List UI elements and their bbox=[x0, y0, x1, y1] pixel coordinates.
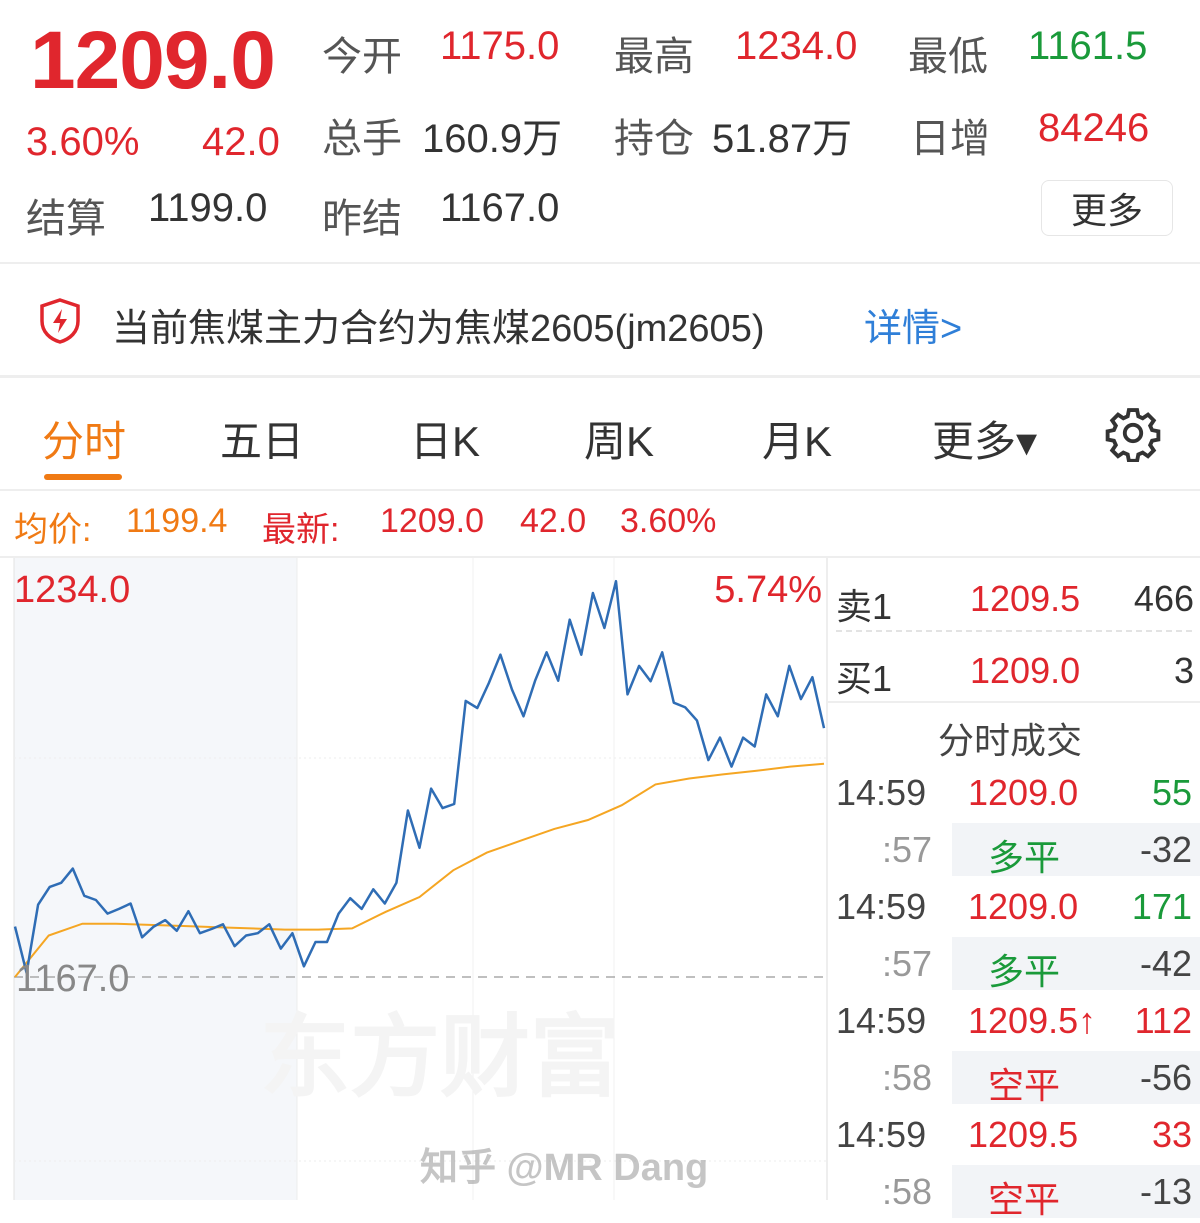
tab-monthly-k[interactable]: 月K bbox=[762, 418, 833, 465]
avg-price-line bbox=[14, 762, 825, 978]
trade-price: 多平 bbox=[988, 837, 1061, 878]
trades-title: 分时成交 bbox=[938, 720, 1083, 761]
trade-volume: 55 bbox=[1151, 772, 1192, 813]
trade-row: :57 多平 -42 bbox=[828, 935, 1200, 992]
last-price: 1209.0 bbox=[30, 15, 276, 106]
trade-row: 14:59 1209.0 55 bbox=[828, 764, 1200, 821]
trade-time: :57 bbox=[882, 829, 933, 870]
trade-time: 14:59 bbox=[836, 1114, 927, 1155]
bid-price: 1209.0 bbox=[970, 650, 1081, 691]
trade-price: 空平 bbox=[988, 1065, 1061, 1106]
trade-price: 多平 bbox=[988, 951, 1061, 992]
y-base-label: 1167.0 bbox=[16, 958, 129, 1000]
trade-row: 14:59 1209.0 171 bbox=[828, 878, 1200, 935]
chart-watermark: 东方财富 bbox=[260, 1008, 620, 1108]
trade-time: 14:59 bbox=[836, 886, 927, 927]
trade-row: :58 空平 -13 bbox=[828, 1163, 1200, 1220]
trade-price: 空平 bbox=[988, 1179, 1061, 1220]
latest-label: 最新: bbox=[262, 511, 340, 549]
settle-label: 结算 bbox=[26, 197, 106, 241]
oi-change-label: 日增 bbox=[910, 117, 990, 161]
bid-row[interactable]: 买1 1209.0 3 bbox=[828, 642, 1200, 699]
intraday-chart: 东方财富 1234.0 1167.0 5.74% bbox=[13, 558, 826, 1200]
change-value: 42.0 bbox=[202, 120, 280, 164]
pct-top-label: 5.74% bbox=[714, 569, 822, 611]
oi-change-value: 84246 bbox=[1038, 106, 1150, 150]
trade-volume: -32 bbox=[1139, 829, 1192, 870]
trade-price: 1209.0 bbox=[968, 772, 1079, 813]
price-line bbox=[13, 579, 826, 975]
notice-detail-link[interactable]: 详情> bbox=[864, 308, 963, 350]
latest-value: 1209.0 bbox=[380, 502, 484, 540]
trade-volume: -13 bbox=[1139, 1171, 1192, 1212]
trade-time: 14:59 bbox=[836, 1000, 927, 1041]
shield-lightning-icon bbox=[40, 298, 80, 344]
trade-volume: -42 bbox=[1139, 943, 1192, 984]
change-pct: 3.60% bbox=[26, 120, 140, 164]
trade-row: 14:59 1209.5↑ 112 bbox=[828, 992, 1200, 1049]
prev-settle-value: 1167.0 bbox=[440, 186, 560, 230]
trade-time: :58 bbox=[882, 1171, 933, 1212]
avg-price-value: 1199.4 bbox=[126, 502, 228, 540]
oi-label: 持仓 bbox=[614, 117, 694, 161]
settle-value: 1199.0 bbox=[148, 186, 268, 230]
tab-five-day[interactable]: 五日 bbox=[220, 418, 305, 465]
open-value: 1175.0 bbox=[440, 24, 560, 68]
more-button[interactable]: 更多 bbox=[1041, 180, 1173, 236]
trade-volume: 112 bbox=[1134, 1000, 1192, 1041]
ask-volume: 466 bbox=[1133, 578, 1194, 619]
prev-settle-label: 昨结 bbox=[322, 197, 402, 241]
trade-time: :58 bbox=[882, 1057, 933, 1098]
ask-price: 1209.5 bbox=[970, 578, 1081, 619]
zhihu-watermark: 知乎 @MR Dang bbox=[420, 1147, 709, 1189]
low-value: 1161.5 bbox=[1028, 24, 1148, 68]
latest-change-pct: 3.60% bbox=[620, 502, 717, 540]
trade-time: 14:59 bbox=[836, 772, 927, 813]
trade-volume: 33 bbox=[1151, 1114, 1192, 1155]
tab-more[interactable]: 更多▾ bbox=[932, 418, 1038, 465]
oi-value: 51.87万 bbox=[712, 117, 853, 161]
ask-row[interactable]: 卖1 1209.5 466 bbox=[828, 570, 1200, 627]
trade-price: 1209.5↑ bbox=[968, 1000, 1097, 1041]
latest-change: 42.0 bbox=[520, 502, 587, 540]
tab-intraday[interactable]: 分时 bbox=[42, 418, 127, 465]
trade-price: 1209.0 bbox=[968, 886, 1079, 927]
notice-text: 当前焦煤主力合约为焦煤2605(jm2605) bbox=[112, 308, 765, 350]
trade-time: :57 bbox=[882, 943, 933, 984]
trade-panel: 卖1 1209.5 466 买1 1209.0 3 分时成交 14:59 1209… bbox=[826, 558, 1200, 1220]
open-label: 今开 bbox=[322, 35, 402, 79]
active-tab-indicator bbox=[44, 474, 122, 480]
trade-price: 1209.5 bbox=[968, 1114, 1079, 1155]
high-value: 1234.0 bbox=[735, 24, 858, 68]
bid-label: 买1 bbox=[836, 658, 893, 699]
avg-price-label: 均价: bbox=[14, 511, 92, 549]
gear-icon[interactable] bbox=[1104, 404, 1162, 462]
trade-row: 14:59 1209.5 33 bbox=[828, 1106, 1200, 1163]
tab-daily-k[interactable]: 日K bbox=[410, 418, 481, 465]
tab-weekly-k[interactable]: 周K bbox=[584, 418, 655, 465]
main-contract-notice[interactable]: 当前焦煤主力合约为焦煤2605(jm2605) 详情> bbox=[0, 265, 1200, 375]
ask-label: 卖1 bbox=[836, 586, 893, 627]
volume-value: 160.9万 bbox=[422, 117, 563, 161]
trade-volume: -56 bbox=[1139, 1057, 1192, 1098]
night-session-shade bbox=[14, 558, 297, 1200]
volume-label: 总手 bbox=[322, 117, 402, 161]
trade-row: :58 空平 -56 bbox=[828, 1049, 1200, 1106]
high-label: 最高 bbox=[614, 35, 694, 79]
y-top-label: 1234.0 bbox=[14, 569, 130, 611]
bid-volume: 3 bbox=[1173, 650, 1194, 691]
trade-row: :57 多平 -32 bbox=[828, 821, 1200, 878]
low-label: 最低 bbox=[908, 35, 988, 79]
trade-volume: 171 bbox=[1131, 886, 1192, 927]
